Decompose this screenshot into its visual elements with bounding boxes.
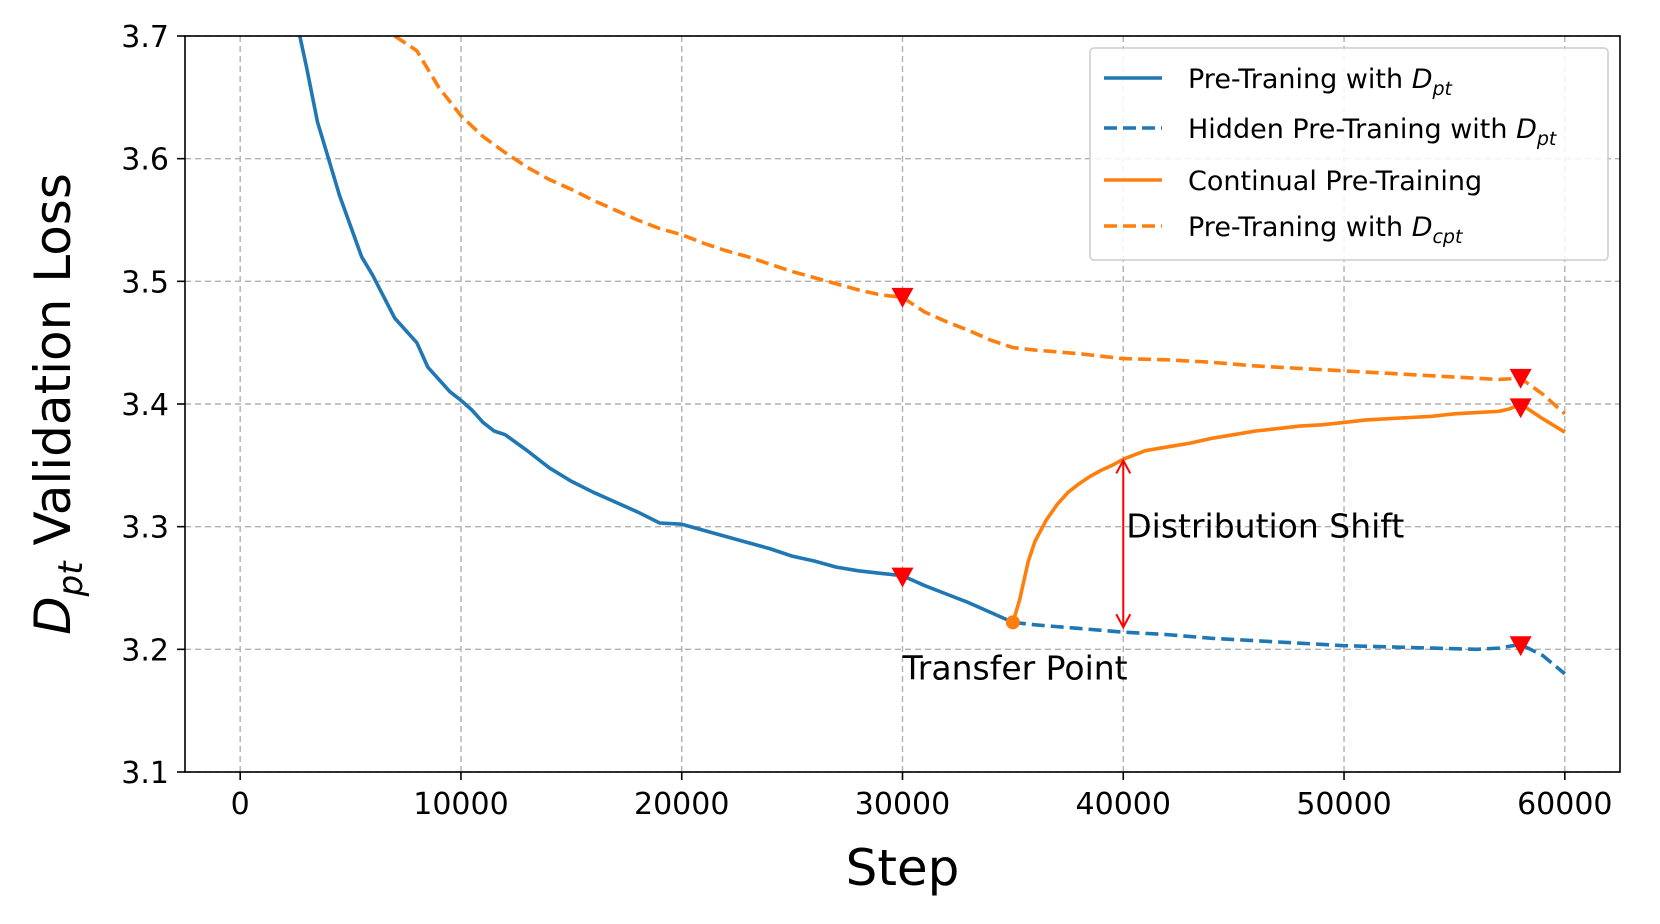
legend-label-hidden_pt: Hidden Pre-Traning with Dpt — [1188, 114, 1558, 150]
y-tick-label: 3.4 — [121, 388, 169, 423]
y-tick-label: 3.5 — [121, 265, 169, 300]
series-line-hidden_pt — [1012, 620, 1566, 676]
axis-ticks: 0 10000 20000 30000 40000 50000 60000 3.1 3.2 3.3… — [121, 20, 1612, 822]
series-line-cpt — [1011, 402, 1566, 623]
transfer-point-dot — [1005, 615, 1020, 630]
x-tick-label: 30000 — [855, 787, 950, 822]
y-tick-label: 3.6 — [121, 143, 169, 178]
x-tick-label: 50000 — [1296, 787, 1391, 822]
legend-box — [1089, 47, 1609, 261]
y-tick-label: 3.1 — [121, 756, 169, 791]
y-axis-title: Dpt Validation Loss — [24, 173, 91, 635]
y-axis-title-symbol: D — [24, 596, 82, 635]
marker-triangle — [1509, 398, 1532, 419]
legend-label-text: Pre-Traning with — [1188, 212, 1412, 243]
shift-arrow-head-top — [1115, 458, 1132, 474]
legend-label-text: Continual Pre-Training — [1188, 166, 1482, 197]
y-tick-label: 3.3 — [121, 511, 169, 546]
series-lines — [298, 36, 1567, 676]
annotation-transfer-point: Transfer Point — [902, 649, 1128, 688]
y-tick-label: 3.2 — [121, 633, 169, 668]
x-tick-label: 0 — [231, 787, 250, 822]
marker-triangle — [1509, 368, 1532, 389]
x-tick-label: 10000 — [413, 787, 508, 822]
x-tick-label: 40000 — [1076, 787, 1171, 822]
legend-label-subscript: pt — [1536, 128, 1558, 150]
annotations: Distribution Shift Transfer Point — [902, 458, 1404, 688]
legend-label-cpt: Continual Pre-Training — [1188, 166, 1482, 197]
legend-label-pt_cpt: Pre-Traning with Dcpt — [1188, 212, 1464, 248]
marker-triangle — [891, 287, 914, 308]
y-axis-title-rest: Validation Loss — [24, 173, 82, 561]
y-tick-label: 3.7 — [121, 20, 169, 55]
series-line-pt — [298, 36, 1014, 624]
legend-label-pt: Pre-Traning with Dpt — [1188, 64, 1454, 100]
legend-label-symbol: D — [1412, 212, 1433, 243]
legend-label-symbol: D — [1412, 64, 1433, 95]
legend-label-subscript: cpt — [1432, 226, 1464, 248]
y-axis-title-subscript: pt — [51, 560, 91, 598]
shift-arrow-head-bottom — [1115, 613, 1132, 630]
legend-label-text: Hidden Pre-Traning with — [1188, 114, 1516, 145]
marker-triangle — [891, 567, 914, 588]
legend-label-subscript: pt — [1431, 78, 1453, 100]
legend-label-symbol: D — [1516, 114, 1537, 145]
x-tick-label: 60000 — [1517, 787, 1612, 822]
x-tick-label: 20000 — [634, 787, 729, 822]
x-axis-title: Step — [846, 839, 960, 897]
annotation-distribution-shift: Distribution Shift — [1126, 507, 1404, 546]
series-line-pt_cpt — [393, 36, 1567, 416]
legend-label-text: Pre-Traning with — [1188, 64, 1412, 95]
marker-triangle — [1509, 636, 1532, 657]
triangle-markers — [891, 287, 1532, 657]
